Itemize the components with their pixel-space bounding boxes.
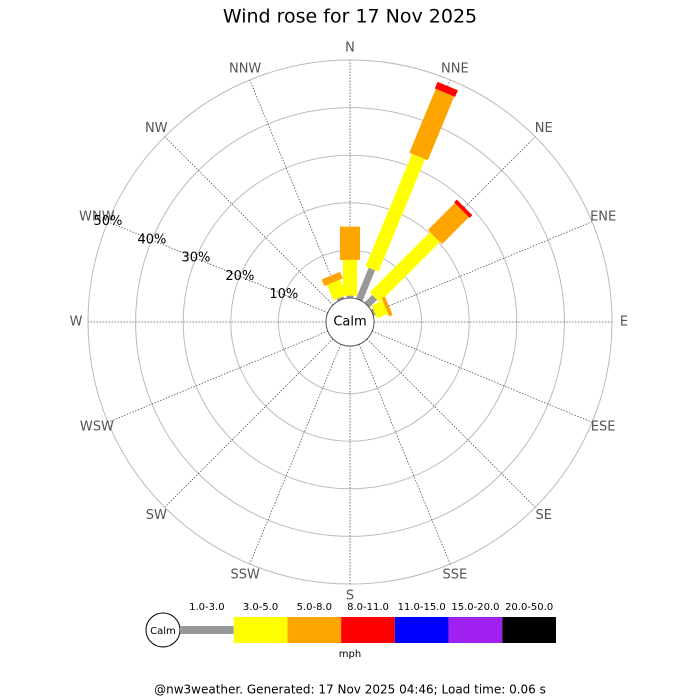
direction-label: ENE	[590, 210, 616, 225]
bar-segment	[336, 296, 345, 302]
direction-label: N	[345, 41, 355, 56]
legend-swatch	[233, 617, 288, 643]
bar-segment	[321, 271, 343, 287]
calm-circle	[325, 297, 375, 347]
spoke	[107, 221, 328, 314]
spoke	[366, 338, 536, 508]
direction-label: NE	[535, 121, 553, 136]
grid-ring	[182, 154, 518, 490]
direction-label: NNE	[441, 61, 469, 76]
spoke	[164, 338, 334, 508]
spoke	[107, 330, 328, 423]
direction-label: WNW	[79, 210, 115, 225]
legend-swatch	[180, 626, 234, 634]
spoke	[358, 344, 451, 565]
calm-label: Calm	[333, 315, 366, 330]
grid-ring	[230, 202, 470, 442]
direction-label: W	[70, 315, 83, 330]
r-tick-label: 30%	[181, 251, 210, 266]
bar-segment	[454, 199, 473, 218]
legend-swatch	[448, 617, 503, 643]
bar-segment	[427, 203, 469, 245]
footer: @nw3weather. Generated: 17 Nov 2025 04:4…	[154, 683, 546, 697]
legend-label: 15.0-20.0	[451, 602, 499, 613]
direction-label: SE	[536, 508, 552, 523]
direction-label: SSE	[442, 568, 467, 583]
bar-segment	[370, 308, 376, 317]
direction-label: WSW	[80, 419, 114, 434]
r-tick-label: 20%	[225, 269, 254, 284]
bar-segment	[327, 279, 347, 301]
spoke	[372, 330, 593, 423]
legend-swatch	[394, 617, 449, 643]
bar-segment	[343, 259, 357, 296]
legend-label: 1.0-3.0	[189, 602, 224, 613]
legend-label: 8.0-11.0	[347, 602, 389, 613]
direction-label: NW	[145, 121, 168, 136]
direction-label: ESE	[591, 419, 616, 434]
bar-segment	[364, 294, 378, 308]
bar-segment	[340, 226, 360, 260]
legend-swatch	[287, 617, 342, 643]
r-tick-label: 40%	[137, 232, 166, 247]
bar-segment	[381, 296, 393, 317]
bar-segment	[369, 232, 440, 303]
chart-title: Wind rose for 17 Nov 2025	[223, 6, 477, 28]
spoke	[249, 79, 342, 300]
legend-label: 3.0-5.0	[243, 602, 278, 613]
legend-swatch	[502, 617, 556, 643]
bar-segment	[365, 153, 426, 272]
bar-segment	[409, 88, 455, 161]
r-tick-label: 10%	[269, 287, 298, 302]
bar-segment	[434, 81, 458, 97]
r-tick-label: 50%	[93, 214, 122, 229]
spoke	[249, 344, 342, 565]
legend-swatch	[341, 617, 395, 643]
direction-label: SW	[146, 508, 167, 523]
spoke	[372, 221, 593, 314]
direction-label: E	[620, 315, 628, 330]
legend-label: 20.0-50.0	[505, 602, 553, 613]
legend-label: 11.0-15.0	[398, 602, 446, 613]
legend-label: 5.0-8.0	[297, 602, 332, 613]
bar-segment	[346, 295, 354, 298]
direction-label: SSW	[230, 568, 260, 583]
bar-segment	[371, 300, 389, 319]
unit-label: mph	[339, 649, 361, 660]
spoke	[164, 136, 334, 306]
bar-segment	[355, 267, 376, 302]
legend-calm-label: Calm	[150, 626, 176, 637]
direction-label: NNW	[229, 61, 261, 76]
direction-label: S	[346, 589, 354, 604]
